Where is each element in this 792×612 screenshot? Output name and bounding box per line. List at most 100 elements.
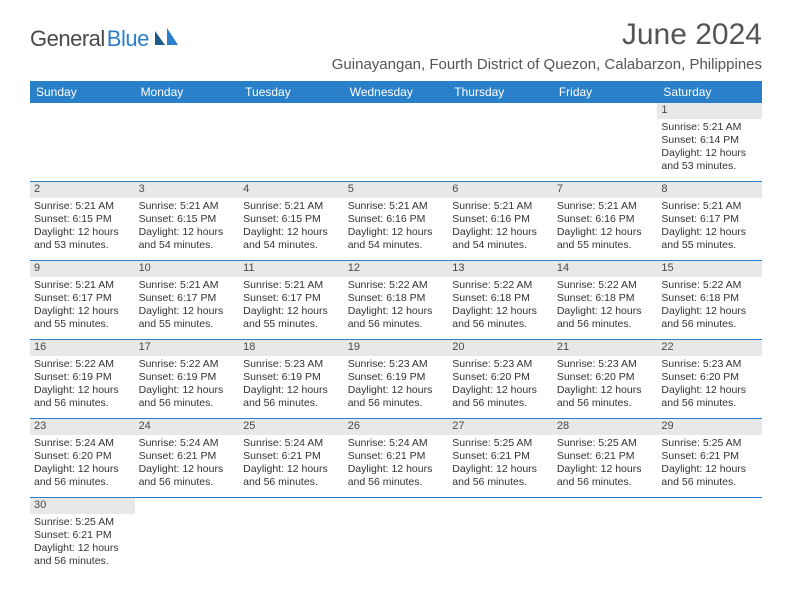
daylight-text: Daylight: 12 hours and 54 minutes. — [348, 226, 445, 252]
day-body: Sunrise: 5:25 AMSunset: 6:21 PMDaylight:… — [448, 435, 553, 494]
sunrise-text: Sunrise: 5:22 AM — [348, 279, 445, 292]
day-cell: 21Sunrise: 5:23 AMSunset: 6:20 PMDayligh… — [553, 340, 658, 418]
daylight-text: Daylight: 12 hours and 53 minutes. — [34, 226, 131, 252]
sunset-text: Sunset: 6:21 PM — [243, 450, 340, 463]
daylight-text: Daylight: 12 hours and 56 minutes. — [661, 384, 758, 410]
day-header: Sunday — [30, 81, 135, 103]
day-number: 22 — [657, 340, 762, 356]
day-header: Friday — [553, 81, 658, 103]
day-body: Sunrise: 5:21 AMSunset: 6:16 PMDaylight:… — [448, 198, 553, 257]
day-body: Sunrise: 5:22 AMSunset: 6:18 PMDaylight:… — [553, 277, 658, 336]
day-body: Sunrise: 5:23 AMSunset: 6:20 PMDaylight:… — [657, 356, 762, 415]
sunset-text: Sunset: 6:19 PM — [348, 371, 445, 384]
day-body: Sunrise: 5:23 AMSunset: 6:20 PMDaylight:… — [448, 356, 553, 415]
day-body: Sunrise: 5:23 AMSunset: 6:19 PMDaylight:… — [239, 356, 344, 415]
day-number: 28 — [553, 419, 658, 435]
day-cell: 29Sunrise: 5:25 AMSunset: 6:21 PMDayligh… — [657, 419, 762, 497]
daylight-text: Daylight: 12 hours and 56 minutes. — [34, 384, 131, 410]
day-cell: 15Sunrise: 5:22 AMSunset: 6:18 PMDayligh… — [657, 261, 762, 339]
week-row: 1Sunrise: 5:21 AMSunset: 6:14 PMDaylight… — [30, 103, 762, 182]
empty-cell — [30, 103, 135, 181]
sunrise-text: Sunrise: 5:22 AM — [557, 279, 654, 292]
day-body: Sunrise: 5:22 AMSunset: 6:18 PMDaylight:… — [448, 277, 553, 336]
day-body: Sunrise: 5:22 AMSunset: 6:19 PMDaylight:… — [135, 356, 240, 415]
day-number: 1 — [657, 103, 762, 119]
week-row: 16Sunrise: 5:22 AMSunset: 6:19 PMDayligh… — [30, 340, 762, 419]
daylight-text: Daylight: 12 hours and 56 minutes. — [557, 384, 654, 410]
sunset-text: Sunset: 6:19 PM — [139, 371, 236, 384]
logo-sail-icon — [153, 27, 179, 52]
sunrise-text: Sunrise: 5:24 AM — [348, 437, 445, 450]
day-body: Sunrise: 5:23 AMSunset: 6:20 PMDaylight:… — [553, 356, 658, 415]
day-body: Sunrise: 5:22 AMSunset: 6:18 PMDaylight:… — [657, 277, 762, 336]
week-row: 9Sunrise: 5:21 AMSunset: 6:17 PMDaylight… — [30, 261, 762, 340]
month-title: June 2024 — [332, 18, 762, 52]
sunset-text: Sunset: 6:21 PM — [34, 529, 131, 542]
week-row: 30Sunrise: 5:25 AMSunset: 6:21 PMDayligh… — [30, 498, 762, 576]
week-row: 23Sunrise: 5:24 AMSunset: 6:20 PMDayligh… — [30, 419, 762, 498]
sunrise-text: Sunrise: 5:22 AM — [34, 358, 131, 371]
day-body: Sunrise: 5:21 AMSunset: 6:17 PMDaylight:… — [30, 277, 135, 336]
sunset-text: Sunset: 6:21 PM — [452, 450, 549, 463]
day-number: 5 — [344, 182, 449, 198]
sunrise-text: Sunrise: 5:21 AM — [34, 200, 131, 213]
sunset-text: Sunset: 6:16 PM — [348, 213, 445, 226]
sunset-text: Sunset: 6:19 PM — [34, 371, 131, 384]
sunset-text: Sunset: 6:17 PM — [661, 213, 758, 226]
sunrise-text: Sunrise: 5:24 AM — [34, 437, 131, 450]
sunset-text: Sunset: 6:18 PM — [557, 292, 654, 305]
daylight-text: Daylight: 12 hours and 56 minutes. — [348, 463, 445, 489]
day-header: Wednesday — [344, 81, 449, 103]
day-cell: 10Sunrise: 5:21 AMSunset: 6:17 PMDayligh… — [135, 261, 240, 339]
day-body: Sunrise: 5:21 AMSunset: 6:16 PMDaylight:… — [553, 198, 658, 257]
day-number: 3 — [135, 182, 240, 198]
day-cell: 17Sunrise: 5:22 AMSunset: 6:19 PMDayligh… — [135, 340, 240, 418]
day-cell: 12Sunrise: 5:22 AMSunset: 6:18 PMDayligh… — [344, 261, 449, 339]
sunset-text: Sunset: 6:16 PM — [557, 213, 654, 226]
sunset-text: Sunset: 6:20 PM — [661, 371, 758, 384]
empty-cell — [448, 103, 553, 181]
day-cell: 26Sunrise: 5:24 AMSunset: 6:21 PMDayligh… — [344, 419, 449, 497]
daylight-text: Daylight: 12 hours and 55 minutes. — [661, 226, 758, 252]
sunset-text: Sunset: 6:19 PM — [243, 371, 340, 384]
daylight-text: Daylight: 12 hours and 56 minutes. — [557, 463, 654, 489]
empty-cell — [344, 103, 449, 181]
day-number: 19 — [344, 340, 449, 356]
daylight-text: Daylight: 12 hours and 56 minutes. — [661, 463, 758, 489]
sunrise-text: Sunrise: 5:23 AM — [452, 358, 549, 371]
day-cell: 2Sunrise: 5:21 AMSunset: 6:15 PMDaylight… — [30, 182, 135, 260]
sunset-text: Sunset: 6:20 PM — [34, 450, 131, 463]
sunrise-text: Sunrise: 5:23 AM — [661, 358, 758, 371]
empty-cell — [239, 103, 344, 181]
day-body: Sunrise: 5:25 AMSunset: 6:21 PMDaylight:… — [553, 435, 658, 494]
day-number: 6 — [448, 182, 553, 198]
sunrise-text: Sunrise: 5:22 AM — [139, 358, 236, 371]
daylight-text: Daylight: 12 hours and 55 minutes. — [243, 305, 340, 331]
day-number: 4 — [239, 182, 344, 198]
sunrise-text: Sunrise: 5:25 AM — [661, 437, 758, 450]
daylight-text: Daylight: 12 hours and 56 minutes. — [139, 384, 236, 410]
daylight-text: Daylight: 12 hours and 56 minutes. — [243, 463, 340, 489]
sunrise-text: Sunrise: 5:25 AM — [557, 437, 654, 450]
sunset-text: Sunset: 6:18 PM — [452, 292, 549, 305]
day-cell: 11Sunrise: 5:21 AMSunset: 6:17 PMDayligh… — [239, 261, 344, 339]
daylight-text: Daylight: 12 hours and 56 minutes. — [661, 305, 758, 331]
day-number: 2 — [30, 182, 135, 198]
sunset-text: Sunset: 6:14 PM — [661, 134, 758, 147]
day-number: 18 — [239, 340, 344, 356]
sunset-text: Sunset: 6:21 PM — [348, 450, 445, 463]
sunset-text: Sunset: 6:21 PM — [139, 450, 236, 463]
daylight-text: Daylight: 12 hours and 56 minutes. — [34, 463, 131, 489]
day-cell: 28Sunrise: 5:25 AMSunset: 6:21 PMDayligh… — [553, 419, 658, 497]
logo-text-blue: Blue — [107, 26, 149, 52]
sunrise-text: Sunrise: 5:22 AM — [452, 279, 549, 292]
empty-cell — [553, 103, 658, 181]
calendar-grid: 1 Sunrise: 5:21 AM Sunset: 6:14 PM Daylight… — [30, 103, 762, 576]
day-cell: 8Sunrise: 5:21 AMSunset: 6:17 PMDaylight… — [657, 182, 762, 260]
day-number: 8 — [657, 182, 762, 198]
day-body: Sunrise: 5:24 AMSunset: 6:21 PMDaylight:… — [239, 435, 344, 494]
sunset-text: Sunset: 6:15 PM — [243, 213, 340, 226]
sunset-text: Sunset: 6:18 PM — [661, 292, 758, 305]
day-cell: 27Sunrise: 5:25 AMSunset: 6:21 PMDayligh… — [448, 419, 553, 497]
sunrise-text: Sunrise: 5:21 AM — [139, 200, 236, 213]
